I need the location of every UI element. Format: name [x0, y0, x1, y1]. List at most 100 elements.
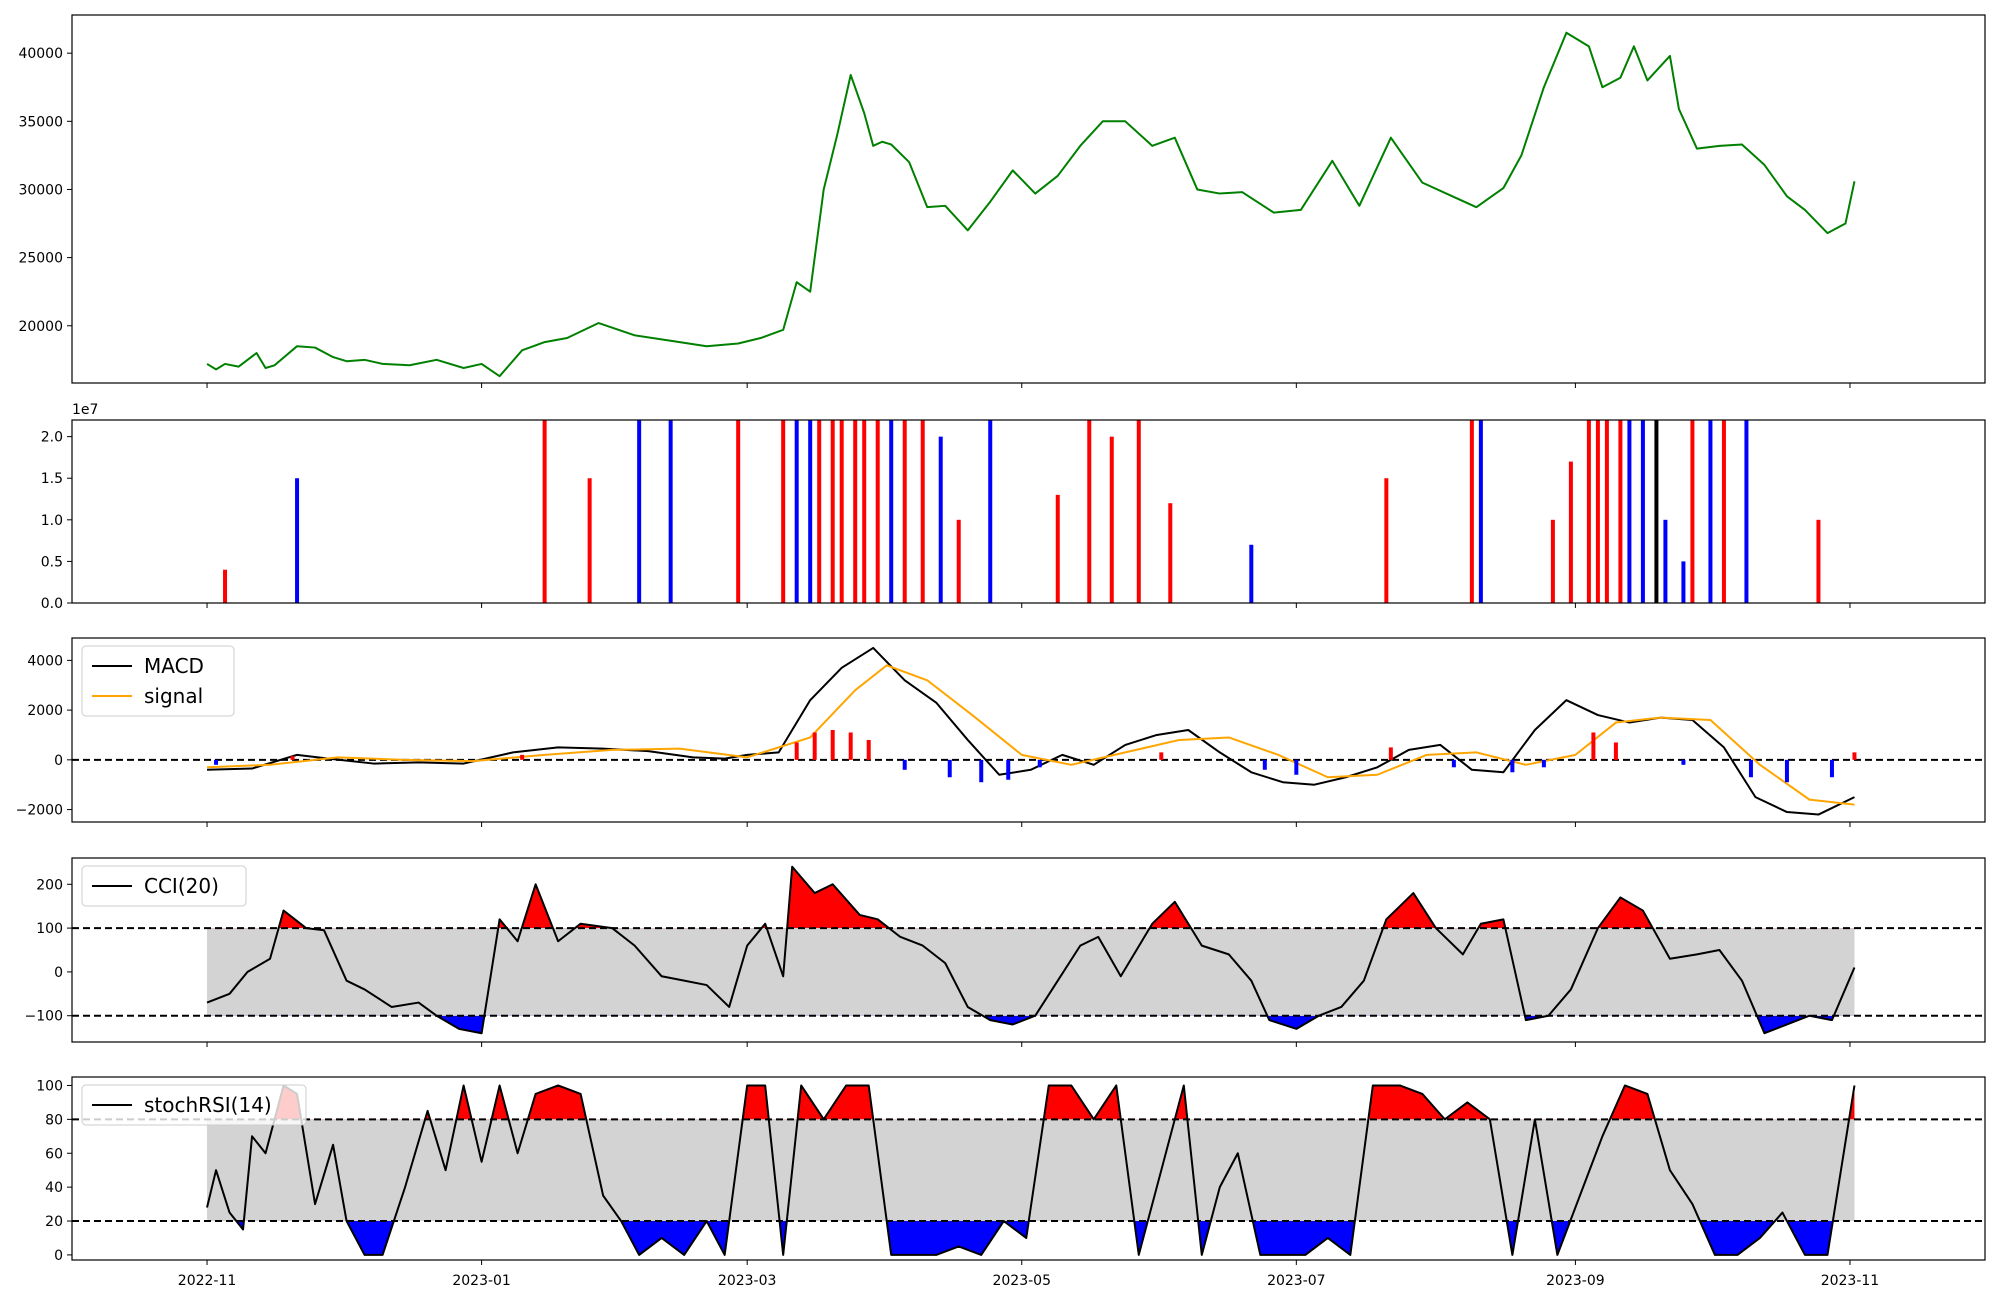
- volume-bar: [1721, 420, 1726, 603]
- axes-frame: [71, 1076, 1986, 1261]
- x-tick-label: 2023-07: [1267, 1273, 1326, 1289]
- volume-bar: [875, 420, 880, 603]
- histogram-bar: [214, 759, 219, 765]
- x-tick-label: 2023-09: [1546, 1273, 1605, 1289]
- y-tick-label: 1.5: [41, 471, 63, 487]
- y-tick-label: 0: [54, 965, 63, 981]
- volume-bar: [1744, 420, 1749, 603]
- y-tick-label: 35000: [18, 114, 63, 130]
- histogram-bar: [1852, 752, 1857, 760]
- legend-box: [81, 1084, 307, 1126]
- histogram-bar: [1784, 759, 1789, 783]
- histogram-bar: [902, 759, 907, 770]
- volume-bar: [902, 420, 907, 603]
- volume-bar: [1708, 420, 1713, 603]
- y-tick-label: 40: [45, 1180, 63, 1196]
- oversold-fill: [207, 1221, 1855, 1255]
- volume-bar: [1168, 503, 1173, 603]
- volume-bar: [1586, 420, 1591, 603]
- volume-bar: [781, 420, 786, 603]
- volume-bar: [1109, 436, 1114, 603]
- y-tick-label: 0.5: [41, 554, 63, 570]
- volume-bar: [637, 420, 642, 603]
- legend-label: signal: [144, 684, 203, 708]
- neutral-band: [207, 928, 1855, 1016]
- y-tick-label: 1.0: [41, 513, 63, 529]
- plot-area: [72, 1084, 1985, 1256]
- volume-bar: [830, 420, 835, 603]
- volume-bar: [1618, 420, 1623, 603]
- plot-area: [206, 31, 1856, 378]
- axes-frame: [71, 637, 1986, 823]
- volume-bar: [1654, 420, 1659, 603]
- legend-label: MACD: [144, 654, 204, 678]
- panel-price: 20000 25000 30000 35000 40000: [18, 14, 1986, 388]
- y-tick-label: 200: [36, 877, 63, 893]
- histogram-bar: [1388, 747, 1393, 760]
- volume-bar: [808, 420, 813, 603]
- y-tick-label: −100: [25, 1009, 63, 1025]
- histogram-bar: [812, 732, 817, 760]
- series-line-cci-20-: [206, 865, 1856, 1035]
- y-tick-label: 20000: [18, 319, 63, 335]
- volume-bar: [956, 519, 961, 603]
- histogram-bar: [1591, 732, 1596, 760]
- legend: MACD signal: [81, 645, 235, 717]
- series-line-price: [206, 31, 1856, 378]
- x-tick-label: 2023-11: [1821, 1273, 1880, 1289]
- histogram-bar: [1294, 759, 1299, 775]
- y-tick-label: 0: [54, 1248, 63, 1264]
- panel-volume: 0.0 0.5 1.0 1.5 2.0 1e7: [41, 402, 1986, 612]
- volume-bar: [794, 420, 799, 603]
- legend-box: [81, 865, 247, 907]
- x-tick-label: 2023-03: [718, 1273, 777, 1289]
- volume-bar: [920, 420, 925, 603]
- histogram-bar: [1037, 759, 1042, 768]
- plot-area: [72, 865, 1985, 1035]
- axes-frame: [71, 14, 1986, 384]
- volume-bar: [587, 478, 592, 603]
- overbought-fill: [207, 866, 1855, 929]
- overbought-fill: [207, 1085, 1855, 1120]
- series-line-stochrsi-14-: [206, 1084, 1856, 1256]
- volume-bar: [988, 420, 993, 603]
- volume-bar: [1604, 420, 1609, 603]
- y-tick-label: 0.0: [41, 596, 63, 612]
- y-tick-label: 100: [36, 921, 63, 937]
- panel-macd: −2000 0 2000 4000 MACD signal: [16, 637, 1986, 827]
- volume-bar: [1568, 461, 1573, 603]
- histogram-bar: [520, 754, 525, 760]
- plot-layer: 20000250003000035000400000.00.51.01.52.0…: [16, 14, 1986, 1289]
- volume-bar: [1816, 519, 1821, 603]
- volume-bar: [1478, 420, 1483, 603]
- histogram-bar: [947, 759, 952, 778]
- histogram-bar: [979, 759, 984, 783]
- x-tick-label: 2023-01: [452, 1273, 511, 1289]
- volume-bar: [817, 420, 822, 603]
- volume-bar: [889, 420, 894, 603]
- volume-bar: [938, 436, 943, 603]
- histogram-bar: [290, 756, 295, 760]
- y-tick-label: 80: [45, 1112, 63, 1128]
- x-tick-label: 2022-11: [178, 1273, 237, 1289]
- histogram-bar: [1159, 752, 1164, 760]
- y-tick-label: 4000: [27, 653, 63, 669]
- volume-bar: [736, 420, 741, 603]
- volume-bar: [1640, 420, 1645, 603]
- volume-bar: [853, 420, 858, 603]
- volume-bar: [1550, 519, 1555, 603]
- histogram-bar: [866, 739, 871, 760]
- panel-stochrsi: 0 20 40 60 80 100 2022-11 2023-01 2023-03 2023-05…: [36, 1076, 1986, 1289]
- volume-bar: [862, 420, 867, 603]
- volume-bar: [1087, 420, 1092, 603]
- histogram-bar: [794, 742, 799, 760]
- histogram-bar: [1829, 759, 1834, 778]
- y-tick-label: 0: [54, 753, 63, 769]
- y-tick-label: 2000: [27, 703, 63, 719]
- histogram-bar: [1262, 759, 1267, 770]
- histogram-bar: [1006, 759, 1011, 780]
- volume-bar: [542, 420, 547, 603]
- volume-bar: [1384, 478, 1389, 603]
- volume-bar: [1663, 519, 1668, 603]
